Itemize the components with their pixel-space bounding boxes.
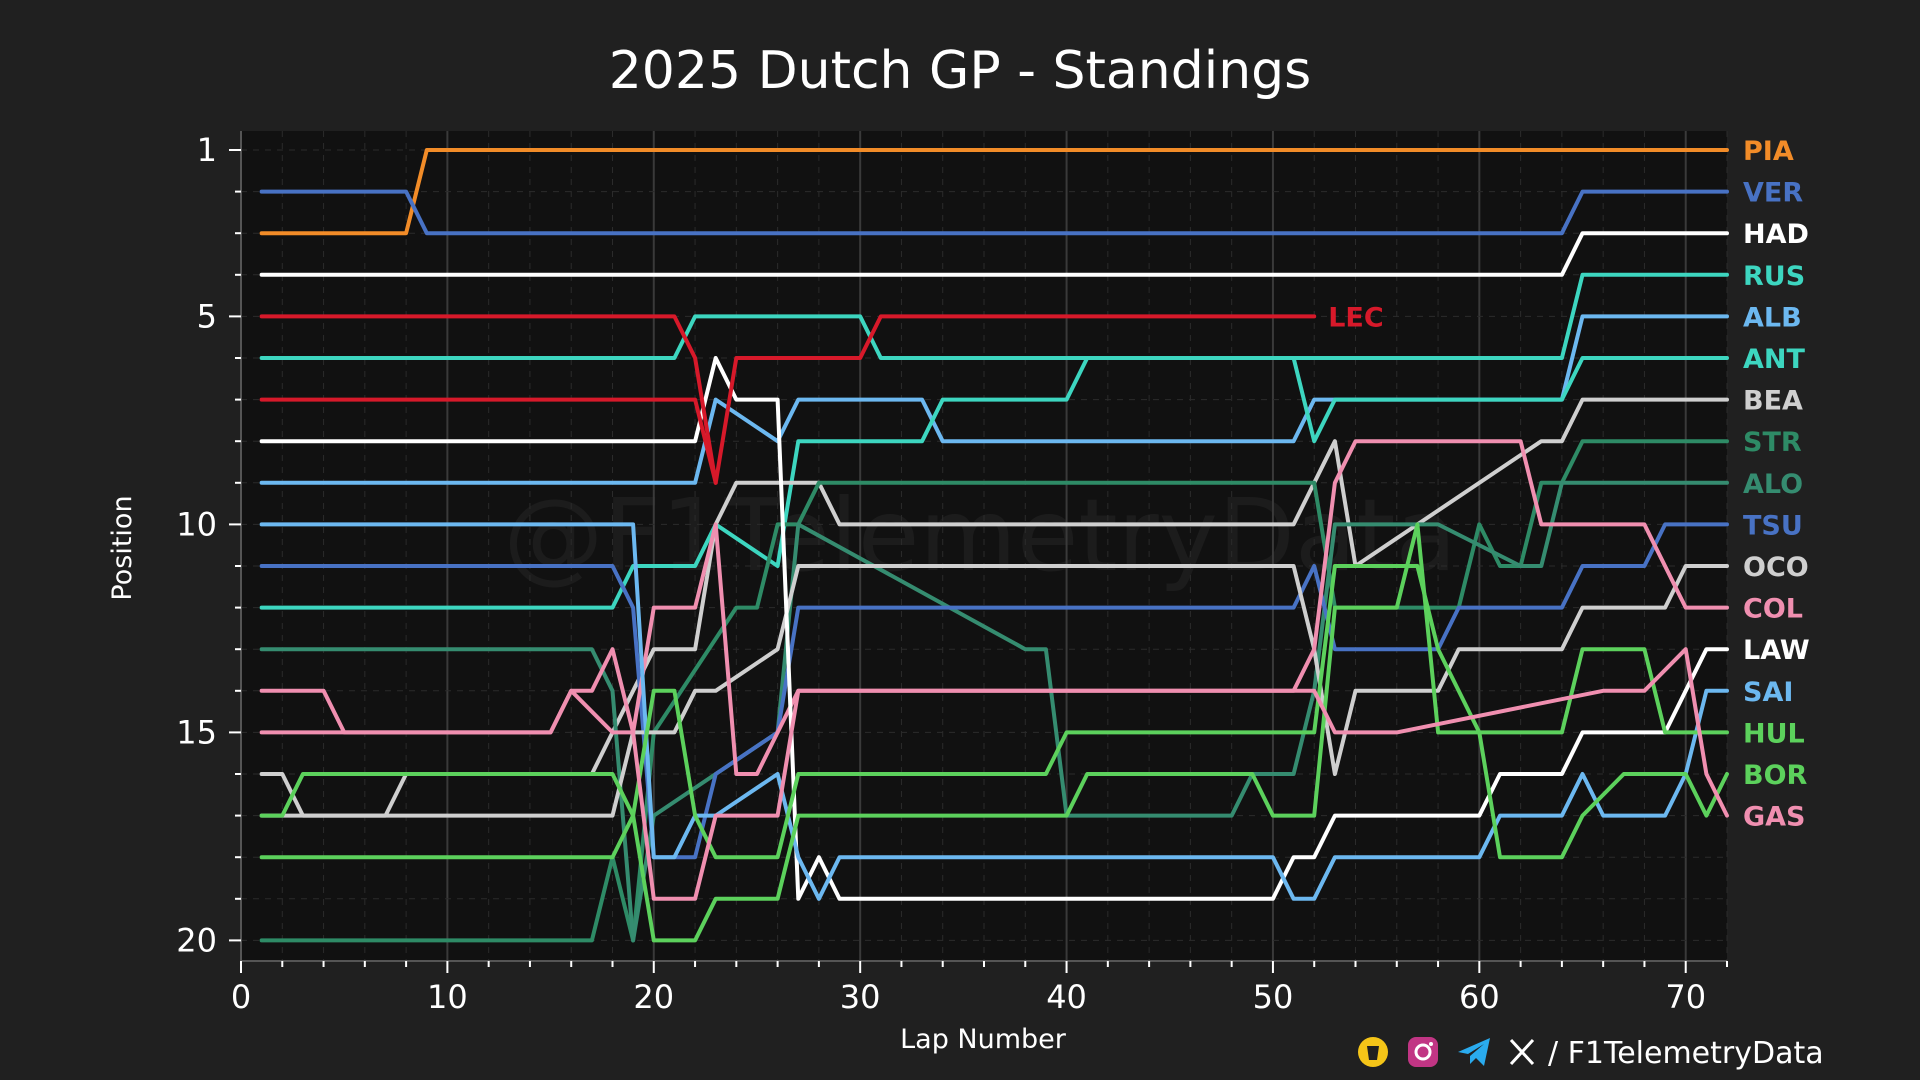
- y-tick-label: 20: [176, 921, 217, 959]
- driver-label-gas: GAS: [1743, 802, 1806, 833]
- x-icon[interactable]: [1509, 1038, 1535, 1066]
- x-tick-label: 50: [1253, 978, 1294, 1016]
- driver-labels: PIA VER HAD RUS ALB ANT BEA STR ALO TSU OCO COL LAW S…: [1328, 136, 1809, 833]
- driver-label-ant: ANT: [1743, 344, 1805, 375]
- x-tick-label: 30: [840, 978, 881, 1016]
- series-line-ver: [259, 189, 1729, 236]
- x-axis: 0 10 20 30 40 50 60 70: [231, 960, 1728, 1016]
- driver-label-ver: VER: [1743, 178, 1803, 209]
- buymeacoffee-icon[interactable]: [1358, 1037, 1388, 1067]
- driver-label-str: STR: [1743, 427, 1802, 458]
- driver-label-had: HAD: [1743, 219, 1809, 250]
- x-tick-label: 0: [231, 978, 251, 1016]
- x-tick-label: 10: [427, 978, 468, 1016]
- x-tick-label: 70: [1665, 978, 1706, 1016]
- driver-label-alo: ALO: [1743, 469, 1803, 500]
- series-line-bea: [259, 397, 1729, 818]
- driver-label-sai: SAI: [1743, 677, 1793, 708]
- series-line-law: [259, 356, 1729, 901]
- y-tick-label: 5: [197, 297, 217, 335]
- series-line-sai: [259, 522, 1729, 901]
- telegram-icon[interactable]: [1458, 1038, 1490, 1066]
- series-line-hul: [259, 564, 1729, 860]
- driver-label-alb: ALB: [1743, 302, 1802, 333]
- series-line-ant: [259, 356, 1729, 610]
- watermark: @F1TelemetryData: [503, 477, 1456, 594]
- instagram-icon[interactable]: [1408, 1037, 1438, 1067]
- series-line-had: [259, 231, 1729, 277]
- y-tick-label: 1: [197, 131, 217, 169]
- x-tick-label: 40: [1046, 978, 1087, 1016]
- driver-label-lec: LEC: [1328, 302, 1383, 333]
- driver-label-oco: OCO: [1743, 552, 1809, 583]
- x-axis-label: Lap Number: [900, 1024, 1067, 1055]
- driver-label-bor: BOR: [1743, 760, 1808, 791]
- footer-handle[interactable]: / F1TelemetryData: [1548, 1036, 1824, 1071]
- footer: / F1TelemetryData: [1358, 1036, 1824, 1071]
- y-axis-label: Position: [107, 495, 138, 600]
- driver-label-col: COL: [1743, 594, 1803, 625]
- series-line-pia: [259, 148, 1729, 236]
- chart-title: 2025 Dutch GP - Standings: [609, 41, 1312, 101]
- y-tick-label: 10: [176, 505, 217, 543]
- y-tick-label: 15: [176, 713, 217, 751]
- series-line-gas: [259, 647, 1729, 901]
- x-tick-label: 60: [1459, 978, 1500, 1016]
- driver-label-hul: HUL: [1743, 718, 1805, 749]
- series-line-lec: [259, 314, 1317, 485]
- driver-label-law: LAW: [1743, 635, 1810, 666]
- series-line-unnamed: [259, 397, 718, 485]
- driver-label-tsu: TSU: [1743, 510, 1803, 541]
- driver-label-bea: BEA: [1743, 386, 1803, 417]
- x-tick-label: 20: [633, 978, 674, 1016]
- series-line-str: [259, 439, 1729, 943]
- driver-label-rus: RUS: [1743, 261, 1805, 292]
- series-line-col: [259, 439, 1729, 776]
- series-lines: [259, 148, 1729, 943]
- series-line-bor: [259, 522, 1729, 943]
- driver-label-pia: PIA: [1743, 136, 1794, 167]
